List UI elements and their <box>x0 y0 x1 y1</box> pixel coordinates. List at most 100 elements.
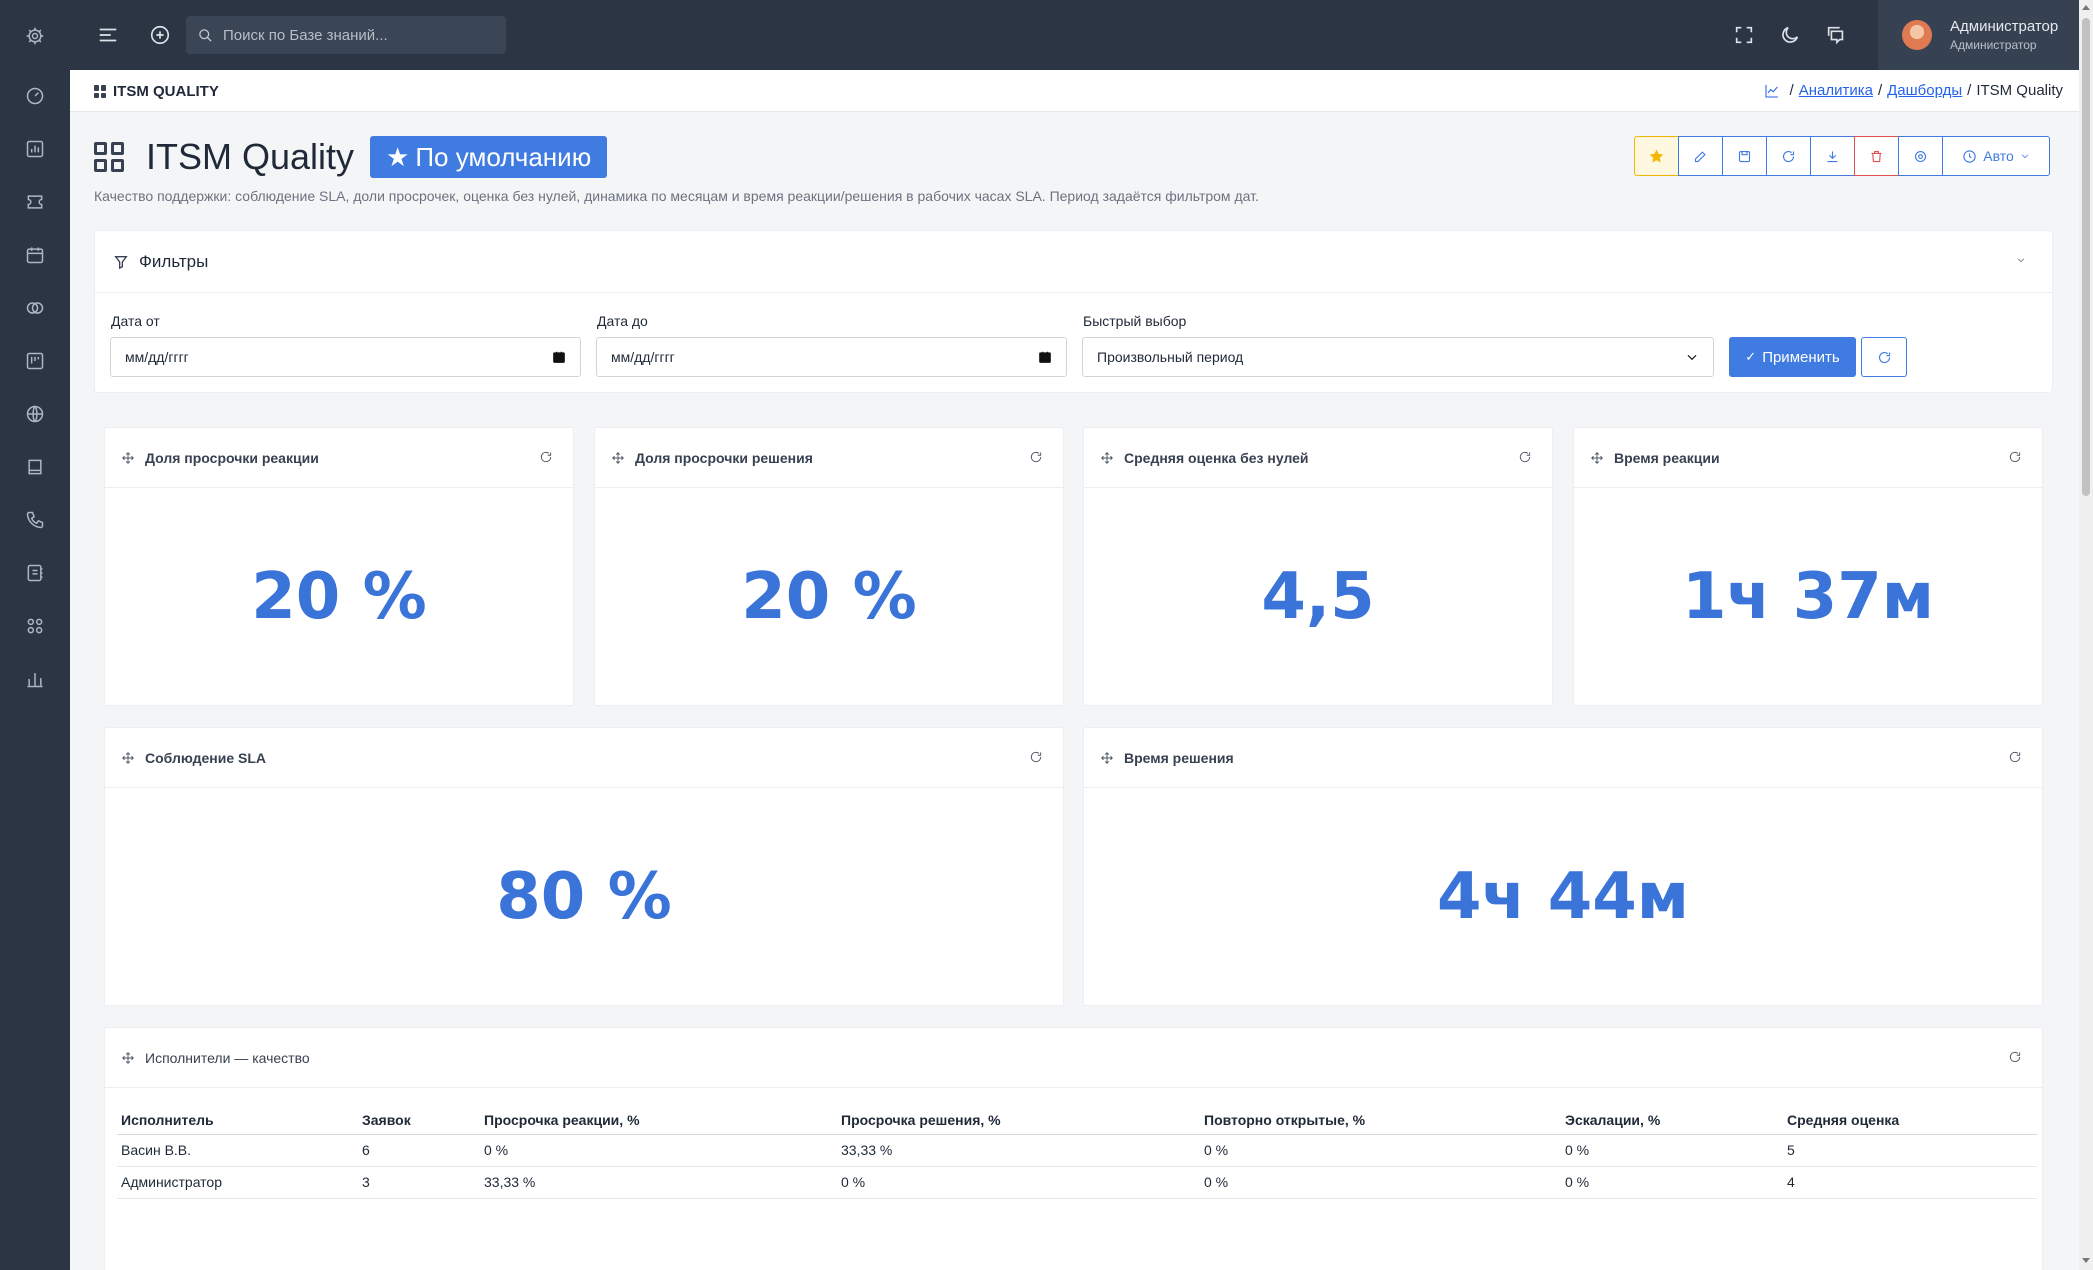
scrollbar-thumb[interactable] <box>2082 18 2090 496</box>
dark-mode-moon-icon[interactable] <box>1778 23 1802 47</box>
breadcrumb-separator: / <box>1789 82 1794 99</box>
refresh-icon[interactable] <box>2008 750 2022 764</box>
reports-chart-icon[interactable] <box>23 137 47 161</box>
executors-quality-card: Исполнители — качество Исполнитель Заяво… <box>104 1027 2043 1270</box>
breadcrumb-link-dashboards[interactable]: Дашборды <box>1887 82 1963 99</box>
scroll-up-arrow-icon[interactable] <box>2082 5 2090 10</box>
column-header[interactable]: Просрочка реакции, % <box>480 1100 837 1135</box>
contacts-book-icon[interactable] <box>23 561 47 585</box>
page-scrollbar[interactable] <box>2079 0 2093 1270</box>
book-icon[interactable] <box>23 455 47 479</box>
kpi-card-resolution-time: Время решения 4ч 44м <box>1083 727 2043 1006</box>
fullscreen-icon[interactable] <box>1732 23 1756 47</box>
add-circle-icon[interactable] <box>148 23 172 47</box>
default-dashboard-button[interactable]: ★ По умолчанию <box>370 136 608 178</box>
calendar-icon[interactable] <box>552 350 566 364</box>
apps-grid-icon[interactable] <box>23 614 47 638</box>
search-box[interactable] <box>186 16 506 54</box>
kpi-value: 80 % <box>496 859 672 934</box>
column-header[interactable]: Просрочка решения, % <box>837 1100 1200 1135</box>
auto-refresh-dropdown[interactable]: Авто <box>1942 136 2050 176</box>
kpi-card-sla-compliance: Соблюдение SLA 80 % <box>104 727 1064 1006</box>
date-from-value: мм/дд/гггг <box>125 349 189 365</box>
table-row[interactable]: Васин В.В. 6 0 % 33,33 % 0 % 0 % 5 <box>117 1134 2037 1167</box>
chat-messages-icon[interactable] <box>1824 23 1848 47</box>
chevron-down-icon[interactable] <box>2016 255 2026 265</box>
date-from-input[interactable]: мм/дд/гггг <box>110 337 581 377</box>
delete-button[interactable] <box>1854 136 1899 176</box>
drag-handle-icon[interactable] <box>1100 751 1114 765</box>
quick-select-dropdown[interactable]: Произвольный период <box>1082 337 1714 377</box>
coins-icon[interactable] <box>23 296 47 320</box>
settings-button[interactable] <box>1898 136 1943 176</box>
refresh-icon[interactable] <box>2008 450 2022 464</box>
column-header[interactable]: Повторно открытые, % <box>1200 1100 1561 1135</box>
refresh-icon <box>1782 150 1795 162</box>
filters-header[interactable]: Фильтры <box>95 231 2052 293</box>
filters-panel: Фильтры Дата от мм/дд/гггг Дата до мм/дд… <box>94 230 2053 393</box>
date-to-input[interactable]: мм/дд/гггг <box>596 337 1067 377</box>
calendar-icon[interactable] <box>1038 350 1052 364</box>
table-cell: 0 % <box>837 1166 1200 1199</box>
analytics-bars-icon[interactable] <box>23 667 47 691</box>
table-cell: 0 % <box>1200 1134 1561 1167</box>
kpi-value: 20 % <box>251 559 427 634</box>
analytics-chart-icon <box>1765 84 1778 98</box>
tickets-icon[interactable] <box>23 190 47 214</box>
edit-button[interactable] <box>1678 136 1723 176</box>
refresh-icon[interactable] <box>1029 450 1043 464</box>
save-button[interactable] <box>1722 136 1767 176</box>
dashboard-gauge-icon[interactable] <box>23 84 47 108</box>
kpi-card-reaction-overdue: Доля просрочки реакции 20 % <box>104 427 574 706</box>
search-input[interactable] <box>223 26 493 44</box>
refresh-icon[interactable] <box>539 450 553 464</box>
drag-handle-icon[interactable] <box>1100 451 1114 465</box>
breadcrumb-current: ITSM Quality <box>1976 82 2063 99</box>
kpi-card-reaction-time: Время реакции 1ч 37м <box>1573 427 2043 706</box>
chevron-down-icon <box>1687 354 1697 361</box>
table-row[interactable]: Администратор 3 33,33 % 0 % 0 % 0 % 4 <box>117 1166 2037 1199</box>
quick-select-label: Быстрый выбор <box>1083 313 1187 329</box>
table-cell: 33,33 % <box>480 1166 837 1199</box>
kanban-board-icon[interactable] <box>23 349 47 373</box>
user-menu[interactable]: Администратор Администратор <box>1878 0 2079 70</box>
refresh-icon[interactable] <box>1518 450 1532 464</box>
refresh-icon[interactable] <box>1029 750 1043 764</box>
globe-icon[interactable] <box>23 402 47 426</box>
refresh-icon[interactable] <box>2008 1050 2022 1064</box>
kpi-title: Средняя оценка без нулей <box>1124 449 1309 466</box>
drag-handle-icon[interactable] <box>1590 451 1604 465</box>
table-title: Исполнители — качество <box>145 1049 310 1066</box>
page-header: ITSM Quality ★ По умолчанию <box>94 136 608 178</box>
menu-toggle-icon[interactable] <box>96 23 120 47</box>
refresh-button[interactable] <box>1766 136 1811 176</box>
drag-handle-icon[interactable] <box>121 451 135 465</box>
date-from-label: Дата от <box>111 313 160 329</box>
drag-handle-icon[interactable] <box>121 1051 135 1065</box>
reset-filters-button[interactable] <box>1861 337 1907 377</box>
column-header[interactable]: Средняя оценка <box>1783 1100 2037 1135</box>
kpi-value: 4ч 44м <box>1436 859 1690 934</box>
check-icon: ✓ <box>1745 349 1757 364</box>
favorite-button[interactable] <box>1634 136 1679 176</box>
kpi-title: Доля просрочки реакции <box>145 449 319 466</box>
drag-handle-icon[interactable] <box>121 751 135 765</box>
breadcrumb-link-analytics[interactable]: Аналитика <box>1798 82 1873 99</box>
settings-gear-icon[interactable] <box>23 24 47 48</box>
filters-title: Фильтры <box>139 251 209 271</box>
drag-handle-icon[interactable] <box>611 451 625 465</box>
column-header[interactable]: Заявок <box>358 1100 480 1135</box>
column-header[interactable]: Эскалации, % <box>1561 1100 1783 1135</box>
clock-icon <box>1963 149 1976 163</box>
phone-icon[interactable] <box>23 508 47 532</box>
apply-button[interactable]: ✓ Применить <box>1729 337 1856 377</box>
download-button[interactable] <box>1810 136 1855 176</box>
column-header[interactable]: Исполнитель <box>117 1100 358 1135</box>
gear-icon <box>1914 150 1927 162</box>
breadcrumb: / Аналитика / Дашборды / ITSM Quality <box>1764 82 2063 99</box>
calendar-icon[interactable] <box>23 243 47 267</box>
section-title-text: ITSM QUALITY <box>113 83 219 100</box>
scroll-down-arrow-icon[interactable] <box>2082 1258 2090 1263</box>
kpi-card-average-rating: Средняя оценка без нулей 4,5 <box>1083 427 1553 706</box>
refresh-icon <box>1878 351 1890 363</box>
